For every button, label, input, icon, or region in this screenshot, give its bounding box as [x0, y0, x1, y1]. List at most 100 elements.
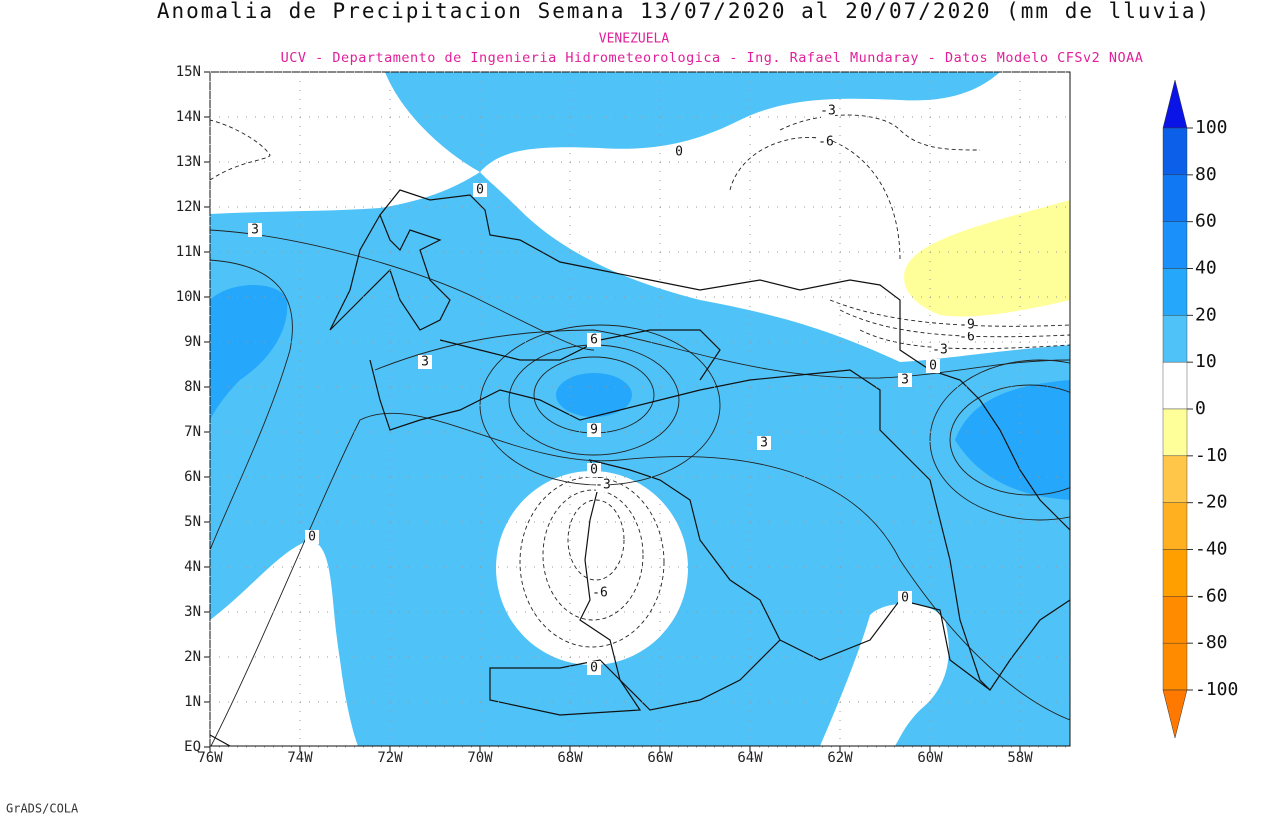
lat-tick-label: 2N — [184, 649, 201, 665]
contour-label-bg — [672, 145, 686, 159]
colorbar-box — [1162, 127, 1188, 176]
contour-label-bg — [757, 436, 771, 450]
lat-tick-label: 14N — [176, 109, 201, 125]
colorbar-box — [1162, 549, 1188, 597]
contour-label-bg — [587, 423, 601, 437]
subtitle: VENEZUELA — [599, 32, 670, 47]
contour-label: 3 — [760, 436, 768, 451]
lat-tick-label: 10N — [176, 289, 201, 305]
colorbar-box — [1162, 268, 1188, 316]
contour-label: -3 — [932, 343, 948, 358]
lon-tick-label: 76W — [197, 750, 223, 766]
colorbar-label: -80 — [1195, 632, 1228, 653]
lat-tick-label: 1N — [184, 694, 201, 710]
colorbar-label: -100 — [1195, 679, 1238, 700]
contour-label: 0 — [308, 530, 316, 545]
contour-label-bg — [819, 135, 833, 149]
colorbar-label: -40 — [1195, 539, 1228, 560]
colorbar-box — [1162, 221, 1188, 269]
contour-label: 9 — [590, 423, 598, 438]
contour-label: 3 — [251, 223, 259, 238]
colorbar-box — [1162, 408, 1188, 457]
colorbar-box — [1162, 642, 1188, 691]
contour-label: 0 — [590, 661, 598, 676]
lat-tick-label: 13N — [176, 154, 201, 170]
contour-label-bg — [898, 373, 912, 387]
contour-label: 6 — [590, 333, 598, 348]
contour-label: 0 — [590, 463, 598, 478]
colorbar-label: 100 — [1195, 117, 1228, 138]
contour-label-bg — [587, 333, 601, 347]
lon-tick-label: 58W — [1007, 750, 1033, 766]
colorbar-label: 60 — [1195, 211, 1217, 232]
lat-tick-label: 6N — [184, 469, 201, 485]
colorbar-label: 0 — [1195, 398, 1206, 419]
contour-label-bg — [821, 104, 835, 118]
colorbar-box — [1162, 361, 1188, 410]
contour-label-bg — [960, 330, 974, 344]
contour-label-bg — [587, 463, 601, 477]
colorbar-box — [1162, 502, 1188, 550]
contour-label-bg — [473, 183, 487, 197]
contour-label: 3 — [901, 373, 909, 388]
lon-tick-label: 72W — [377, 750, 403, 766]
contour-label-bg — [248, 223, 262, 237]
lon-tick-label: 64W — [737, 750, 763, 766]
colorbar-label: 40 — [1195, 258, 1217, 279]
lat-tick-label: EQ — [184, 739, 201, 755]
contour-label-bg — [596, 478, 610, 492]
contour-label-bg — [898, 591, 912, 605]
contour-label: -6 — [818, 135, 834, 150]
lon-tick-label: 74W — [287, 750, 313, 766]
contour-label-bg — [960, 318, 974, 332]
lat-tick-label: 12N — [176, 199, 201, 215]
contour-label-bg — [933, 343, 947, 357]
contour-label-bg — [593, 586, 607, 600]
lon-tick-label: 62W — [827, 750, 853, 766]
colorbar-label: 10 — [1195, 351, 1217, 372]
colorbar-label: -10 — [1195, 445, 1228, 466]
contour-label: 0 — [675, 145, 683, 160]
contour-label: -6 — [592, 586, 608, 601]
colorbar-box — [1162, 455, 1188, 503]
colorbar-label: -20 — [1195, 492, 1228, 513]
credits: UCV - Departamento de Ingenieria Hidrome… — [281, 50, 1144, 66]
axes: 76W 74W 72W 70W 68W 66W 64W 62W 60W 58W 15N 14N 13N 1… — [176, 64, 1070, 766]
colorbar-label: -60 — [1195, 585, 1228, 606]
lat-tick-label: 9N — [184, 334, 201, 350]
contour-label-bg — [926, 359, 940, 373]
title: Anomalia de Precipitacion Semana 13/07/2… — [157, 0, 1211, 23]
lat-tick-label: 11N — [176, 244, 201, 260]
lat-tick-label: 4N — [184, 559, 201, 575]
contour-label: -3 — [595, 478, 611, 493]
contour-label: 0 — [901, 591, 909, 606]
colorbar-box — [1162, 596, 1188, 644]
colorbar-box — [1162, 315, 1188, 363]
lon-tick-label: 60W — [917, 750, 943, 766]
contour-label: -6 — [959, 330, 975, 345]
map-frame — [209, 71, 1071, 747]
colorbar-arrow — [1162, 689, 1188, 739]
colorbar-label: 80 — [1195, 164, 1217, 185]
contour-label: 3 — [421, 355, 429, 370]
contour-label: 0 — [929, 359, 937, 374]
lat-tick-label: 3N — [184, 604, 201, 620]
lat-tick-label: 7N — [184, 424, 201, 440]
contour-label-bg — [418, 355, 432, 369]
contour-label-bg — [305, 530, 319, 544]
contour-label-bg — [587, 661, 601, 675]
colorbar-label: 20 — [1195, 304, 1217, 325]
map-fields — [210, 72, 1070, 746]
contour-label: -3 — [820, 104, 836, 119]
lat-tick-label: 8N — [184, 379, 201, 395]
lat-tick-label: 15N — [176, 64, 201, 80]
lon-tick-label: 70W — [467, 750, 493, 766]
colorbar-arrow — [1162, 79, 1188, 129]
contour-label: -9 — [959, 318, 975, 333]
lat-tick-label: 5N — [184, 514, 201, 530]
colorbar-box — [1162, 174, 1188, 222]
lon-tick-label: 66W — [647, 750, 673, 766]
